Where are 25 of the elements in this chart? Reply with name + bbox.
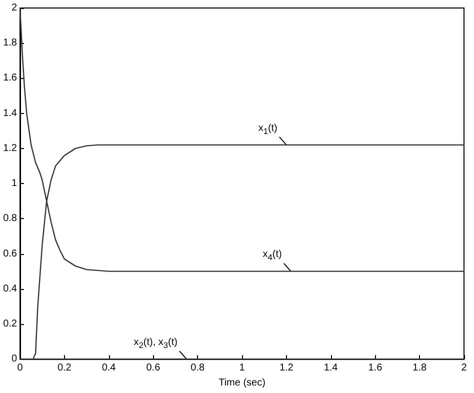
y-tick-label: 1.4 (3, 108, 18, 119)
x-tick-label: 2 (461, 362, 468, 374)
annotation: x$_{4}$(t) (262, 249, 282, 264)
x-tick-label: 0.8 (190, 362, 205, 374)
annotation: x$_{1}$(t) (258, 122, 278, 137)
x-tick-label: 0.6 (146, 362, 161, 374)
y-tick-label: 1 (11, 178, 18, 190)
x-tick-label: 0.2 (57, 362, 72, 374)
y-tick-label: 2 (11, 2, 18, 14)
x-axis-title: Time (sec) (218, 378, 266, 388)
x-tick-label: 1.6 (368, 362, 383, 374)
y-tick-label: 0.4 (3, 283, 18, 294)
x-tick-label: 0.4 (102, 362, 116, 374)
y-tick-label: 0.8 (3, 213, 18, 224)
y-tick-label: 0.6 (3, 248, 18, 260)
y-tick-label: 1.8 (3, 38, 18, 49)
annotation: x$_{2}$(t), x$_{3}$(t) (134, 337, 178, 352)
x-tick-label: 1.4 (324, 362, 338, 374)
x-tick-label: 1.2 (279, 362, 294, 374)
y-tick-label: 1.2 (3, 142, 18, 154)
x-tick-label: 1.8 (412, 362, 427, 374)
y-tick-label: 0 (11, 354, 18, 365)
y-tick-label: 1.6 (3, 72, 18, 84)
x-tick-label: 1 (239, 362, 246, 374)
y-tick-label: 0.2 (3, 318, 18, 330)
